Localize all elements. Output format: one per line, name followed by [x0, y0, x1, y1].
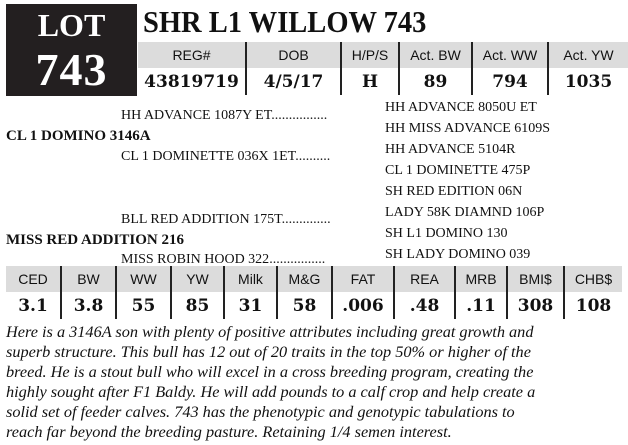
lot-label: LOT	[37, 7, 106, 43]
pedigree-sire-sire: HH ADVANCE 1087Y ET................	[121, 107, 327, 124]
epd-header-bw: BW	[60, 266, 116, 292]
epd-value-mrb: .11	[454, 292, 507, 319]
epd-value-ced: 3.1	[18, 295, 48, 316]
lot-badge: LOT 743	[6, 4, 137, 96]
pedigree-dam-sire: BLL RED ADDITION 175T..............	[121, 211, 331, 228]
pedigree-dds: SH L1 DOMINO 130	[385, 226, 508, 241]
header-reg: REG#	[138, 42, 246, 68]
leader-dots: ................	[271, 108, 328, 123]
epd-value-ww: 55	[115, 292, 171, 319]
epd-value-bw: 3.8	[60, 292, 116, 319]
pedigree-name: CL 1 DOMINETTE 036X 1ET	[121, 149, 296, 164]
epd-value-yw: 85	[170, 292, 224, 319]
epd-value-milk: 31	[223, 292, 277, 319]
value-reg: 43819719	[144, 71, 239, 92]
epd-header-bmi: BMI$	[506, 266, 564, 292]
value-act-ww: 794	[471, 68, 548, 95]
pedigree-dam: MISS RED ADDITION 216	[6, 232, 184, 248]
description-line: solid set of feeder calves. 743 has the …	[6, 402, 515, 421]
pedigree-sds: HH ADVANCE 5104R	[385, 142, 516, 157]
epd-table: CED BW WW YW Milk M&G FAT REA MRB BMI$ C…	[6, 266, 622, 319]
value-act-yw: 1035	[547, 68, 628, 95]
epd-value-chb: 108	[563, 292, 622, 319]
epd-header-row: CED BW WW YW Milk M&G FAT REA MRB BMI$ C…	[6, 266, 622, 292]
pedigree-name: HH ADVANCE 1087Y ET	[121, 108, 272, 123]
epd-header-chb: CHB$	[563, 266, 622, 292]
pedigree-ddd: SH LADY DOMINO 039	[385, 247, 531, 262]
epd-header-mrb: MRB	[454, 266, 507, 292]
pedigree-dam-dam: MISS ROBIN HOOD 322................	[121, 251, 325, 268]
epd-value-row: 3.1 3.8 55 85 31 58 .006 .48 .11 308 108	[6, 292, 622, 319]
epd-header-mg: M&G	[276, 266, 332, 292]
epd-value-bmi: 308	[506, 292, 564, 319]
description: Here is a 3146A son with plenty of posit…	[6, 322, 624, 442]
header-act-bw: Act. BW	[398, 42, 472, 68]
pedigree-name: BLL RED ADDITION 175T	[121, 212, 282, 227]
leader-dots: ................	[269, 252, 326, 267]
epd-header-rea: REA	[393, 266, 455, 292]
header-act-ww: Act. WW	[471, 42, 548, 68]
pedigree-dss: SH RED EDITION 06N	[385, 184, 523, 199]
value-act-bw: 89	[398, 68, 472, 95]
animal-name: SHR L1 WILLOW 743	[143, 4, 427, 39]
epd-value-mg: 58	[276, 292, 332, 319]
leader-dots: ..........	[295, 149, 331, 164]
pedigree-sire-dam: CL 1 DOMINETTE 036X 1ET..........	[121, 148, 330, 165]
info-header-row: REG# DOB H/P/S Act. BW Act. WW Act. YW	[138, 42, 628, 68]
info-value-row: 43819719 4/5/17 H 89 794 1035	[138, 68, 628, 95]
epd-value-rea: .48	[393, 292, 455, 319]
description-line: Here is a 3146A son with plenty of posit…	[6, 322, 534, 341]
leader-dots: ..............	[281, 212, 331, 227]
header-hps: H/P/S	[340, 42, 399, 68]
lot-number: 743	[35, 44, 108, 95]
epd-value-fat: .006	[331, 292, 394, 319]
epd-header-milk: Milk	[223, 266, 277, 292]
pedigree-sss: HH ADVANCE 8050U ET	[385, 100, 537, 115]
description-line: breed. He is a stout bull who will excel…	[6, 362, 534, 381]
pedigree-ssd: HH MISS ADVANCE 6109S	[385, 121, 551, 136]
header-dob: DOB	[245, 42, 341, 68]
value-hps: H	[340, 68, 399, 95]
pedigree-dsd: LADY 58K DIAMND 106P	[385, 205, 545, 220]
description-line: superb structure. This bull has 12 out o…	[6, 342, 531, 361]
description-line: highly sought after F1 Baldy. He will ad…	[6, 382, 536, 401]
epd-header-yw: YW	[170, 266, 224, 292]
info-table: REG# DOB H/P/S Act. BW Act. WW Act. YW 4…	[138, 42, 628, 95]
epd-header-ww: WW	[115, 266, 171, 292]
description-line: reach far beyond the breeding pasture. R…	[6, 422, 452, 441]
epd-header-fat: FAT	[331, 266, 394, 292]
header-act-yw: Act. YW	[547, 42, 628, 68]
pedigree-sire: CL 1 DOMINO 3146A	[6, 128, 151, 144]
pedigree-name: MISS ROBIN HOOD 322	[121, 252, 270, 267]
value-dob: 4/5/17	[245, 68, 341, 95]
epd-header-ced: CED	[6, 266, 61, 292]
pedigree-sdd: CL 1 DOMINETTE 475P	[385, 163, 531, 178]
